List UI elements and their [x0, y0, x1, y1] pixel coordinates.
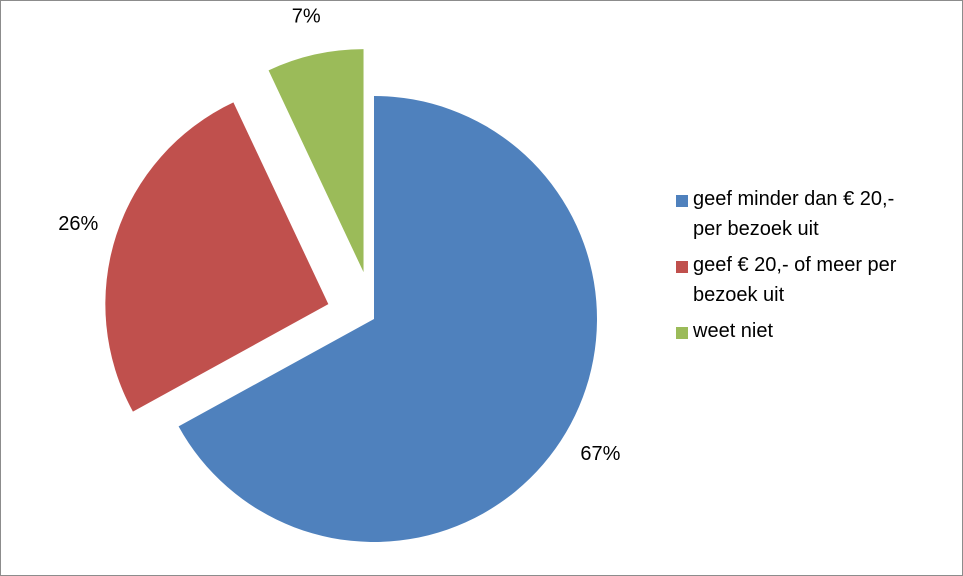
legend-label-meer: geef € 20,- of meer per bezoek uit — [693, 254, 897, 306]
pie-slice-meer — [105, 102, 329, 412]
pie-slice-minder — [178, 96, 597, 543]
legend: geef minder dan € 20,- per bezoek uit ge… — [676, 184, 961, 346]
legend-item-meer: geef € 20,- of meer per bezoek uit — [676, 250, 961, 310]
legend-label-weet-niet: weet niet — [693, 320, 774, 342]
legend-swatch-weet-niet — [676, 327, 688, 339]
legend-swatch-minder — [676, 195, 688, 207]
legend-item-weet-niet: weet niet — [676, 316, 961, 346]
data-label-weet-niet: 7% — [292, 5, 321, 27]
legend-label-minder: geef minder dan € 20,- per bezoek uit — [693, 188, 895, 240]
legend-item-minder: geef minder dan € 20,- per bezoek uit — [676, 184, 961, 244]
data-label-meer: 26% — [58, 213, 98, 235]
data-label-minder: 67% — [580, 443, 620, 465]
pie-slice-weet-niet — [268, 49, 364, 273]
legend-swatch-meer — [676, 261, 688, 273]
